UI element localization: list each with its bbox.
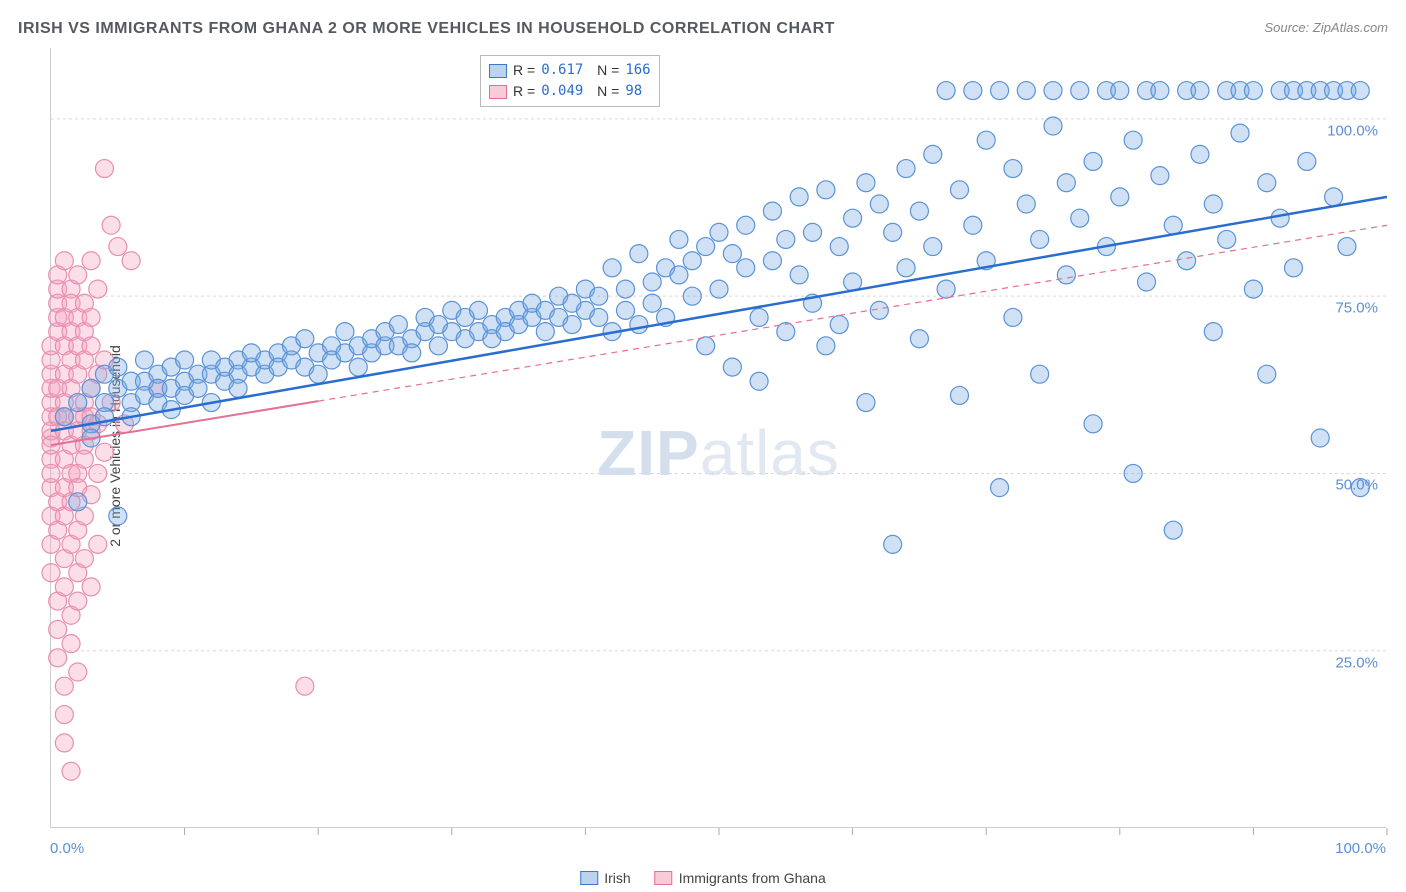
plot-area: ZIPatlas 25.0%50.0%75.0%100.0%: [50, 48, 1386, 828]
stats-row: R = 0.049 N = 98: [489, 81, 651, 102]
y-tick-label: 75.0%: [1335, 300, 1378, 317]
stats-row: R = 0.617 N = 166: [489, 60, 651, 81]
stat-label: N =: [589, 81, 619, 102]
legend-item-irish: Irish: [580, 870, 630, 886]
correlation-chart: IRISH VS IMMIGRANTS FROM GHANA 2 OR MORE…: [0, 0, 1406, 892]
stat-label: R =: [513, 60, 535, 81]
series-legend: Irish Immigrants from Ghana: [580, 870, 826, 886]
stat-label: R =: [513, 81, 535, 102]
stat-r-value: 0.617: [541, 60, 583, 81]
chart-title: IRISH VS IMMIGRANTS FROM GHANA 2 OR MORE…: [18, 20, 835, 38]
y-tick-label: 25.0%: [1335, 654, 1378, 671]
swatch-icon: [655, 871, 673, 885]
swatch-icon: [580, 871, 598, 885]
x-axis-max-label: 100.0%: [1335, 840, 1386, 857]
y-tick-label: 50.0%: [1335, 477, 1378, 494]
source-attribution: Source: ZipAtlas.com: [1264, 20, 1388, 35]
legend-label: Immigrants from Ghana: [679, 870, 826, 886]
swatch-icon: [489, 64, 507, 78]
stat-n-value: 98: [625, 81, 642, 102]
plot-svg: [51, 48, 1386, 827]
legend-label: Irish: [604, 870, 630, 886]
legend-item-ghana: Immigrants from Ghana: [655, 870, 826, 886]
stat-n-value: 166: [625, 60, 650, 81]
stats-legend-box: R = 0.617 N = 166R = 0.049 N = 98: [480, 55, 660, 107]
stat-label: N =: [589, 60, 619, 81]
x-axis-min-label: 0.0%: [50, 840, 84, 857]
stat-r-value: 0.049: [541, 81, 583, 102]
y-tick-label: 100.0%: [1327, 122, 1378, 139]
swatch-icon: [489, 85, 507, 99]
